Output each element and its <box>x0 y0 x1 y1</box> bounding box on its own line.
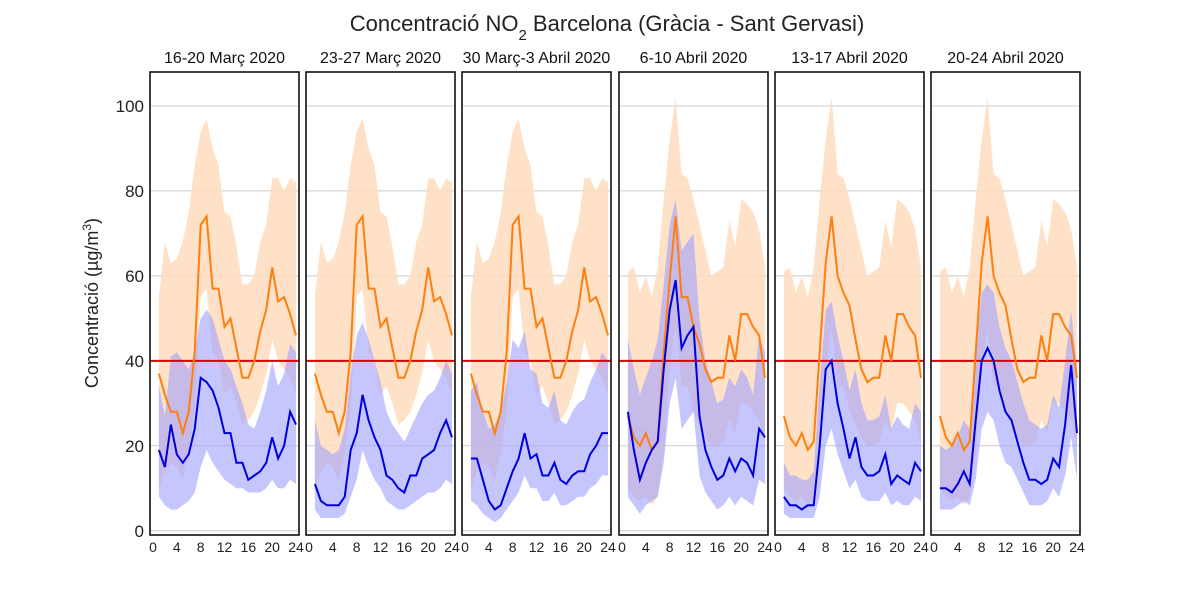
panel-3: 30 Març-3 Abril 2020 0 4 8 12 16 20 24 <box>461 50 616 555</box>
x-tick-label: 8 <box>353 539 361 555</box>
panel-frame <box>618 71 769 536</box>
x-tick-label: 20 <box>1045 539 1061 555</box>
x-tick-label: 4 <box>485 539 493 555</box>
current-mean-line <box>313 394 453 507</box>
y-axis-label: Concentració (µg/m3) <box>80 218 102 388</box>
x-tick-label: 4 <box>173 539 181 555</box>
y-tick-label: 80 <box>125 182 144 201</box>
x-tick-label: 24 <box>757 539 773 555</box>
x-tick-label: 20 <box>264 539 280 555</box>
x-tick-label: 20 <box>576 539 592 555</box>
current-mean-line <box>783 358 922 511</box>
historical-mean-line <box>626 216 766 453</box>
panel-frame <box>461 71 612 536</box>
x-tick-label: 24 <box>1069 539 1085 555</box>
x-tick-label: 0 <box>930 539 938 555</box>
panel-frame <box>774 71 925 536</box>
panel-frame <box>305 71 456 536</box>
y-tick-label: 0 <box>135 522 144 541</box>
panel-2: 23-27 Març 2020 0 4 8 12 16 20 24 <box>305 50 460 555</box>
x-tick-label: 12 <box>686 539 702 555</box>
x-tick-label: 24 <box>444 539 460 555</box>
x-tick-label: 24 <box>288 539 304 555</box>
current-mean-line <box>939 345 1078 494</box>
x-tick-label: 12 <box>373 539 389 555</box>
x-tick-label: 4 <box>642 539 650 555</box>
x-tick-label: 8 <box>666 539 674 555</box>
x-tick-label: 12 <box>998 539 1014 555</box>
panel-title: 30 Març-3 Abril 2020 <box>463 50 611 67</box>
x-tick-label: 12 <box>529 539 545 555</box>
x-tick-label: 8 <box>197 539 205 555</box>
panel-frame <box>930 71 1081 536</box>
y-tick-label: 100 <box>116 97 144 116</box>
current-range-band <box>939 284 1077 510</box>
x-tick-label: 0 <box>305 539 313 555</box>
x-tick-label: 12 <box>217 539 233 555</box>
x-tick-label: 24 <box>600 539 616 555</box>
historical-mean-line <box>313 213 453 437</box>
panel-4: 6-10 Abril 2020 0 4 8 12 16 20 24 <box>618 50 773 555</box>
current-mean-line <box>157 375 297 482</box>
x-tick-label: 4 <box>954 539 962 555</box>
x-tick-label: 0 <box>618 539 626 555</box>
panel-title: 6-10 Abril 2020 <box>640 50 748 67</box>
historical-mean-line <box>938 216 1078 453</box>
y-tick-label: 60 <box>125 267 144 286</box>
current-mean-line <box>626 279 766 484</box>
x-tick-label: 12 <box>842 539 858 555</box>
x-tick-label: 16 <box>397 539 413 555</box>
x-tick-label: 16 <box>241 539 257 555</box>
panel-title: 16-20 Març 2020 <box>164 50 285 67</box>
x-tick-label: 20 <box>733 539 749 555</box>
panel-title: 23-27 Març 2020 <box>320 50 441 67</box>
panel-title: 20-24 Abril 2020 <box>947 50 1064 67</box>
panel-6: 20-24 Abril 2020 0 4 8 12 16 20 24 <box>930 50 1085 555</box>
x-tick-label: 16 <box>866 539 882 555</box>
x-tick-label: 4 <box>329 539 337 555</box>
x-tick-label: 8 <box>822 539 830 555</box>
historical-mean-line <box>157 213 297 437</box>
x-tick-label: 24 <box>913 539 929 555</box>
chart-title: Concentració NO2 Barcelona (Gràcia - San… <box>350 11 865 44</box>
panel-1: 16-20 Març 2020 0 4 8 12 16 20 24 <box>149 50 304 555</box>
historical-mean-line <box>782 216 922 453</box>
x-tick-label: 16 <box>553 539 569 555</box>
panel-title: 13-17 Abril 2020 <box>791 50 908 67</box>
x-tick-label: 16 <box>1022 539 1038 555</box>
historical-mean-line <box>469 213 609 437</box>
x-tick-label: 8 <box>978 539 986 555</box>
current-mean-line <box>470 432 608 511</box>
x-tick-label: 4 <box>798 539 806 555</box>
y-tick-labels: 0 20 40 60 80 100 <box>116 97 144 541</box>
y-tick-label: 20 <box>125 437 144 456</box>
panel-frame <box>149 71 300 536</box>
x-tick-label: 16 <box>710 539 726 555</box>
x-tick-label: 0 <box>461 539 469 555</box>
x-tick-label: 8 <box>509 539 517 555</box>
x-tick-label: 0 <box>149 539 157 555</box>
x-tick-label: 20 <box>889 539 905 555</box>
x-tick-label: 0 <box>774 539 782 555</box>
x-tick-label: 20 <box>420 539 436 555</box>
panel-5: 13-17 Abril 2020 0 4 8 12 16 20 24 <box>774 50 929 555</box>
y-tick-label: 40 <box>125 352 144 371</box>
